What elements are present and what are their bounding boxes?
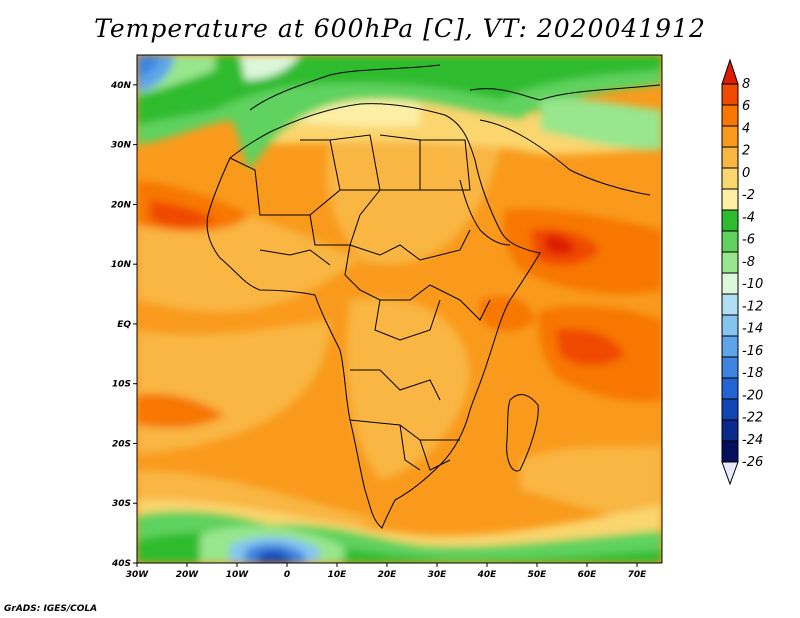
colorbar-top-arrow bbox=[721, 58, 739, 85]
lat-tick-label: 20S bbox=[112, 439, 131, 449]
colorbar-label: -10 bbox=[742, 277, 763, 292]
longitude-axis: 30W 20W 10W 0 10E 20E 30E 40E 50E 60E 70E bbox=[126, 563, 647, 580]
colorbar-swatch bbox=[721, 209, 739, 232]
coastlines bbox=[206, 64, 661, 529]
lat-tick-label: 30S bbox=[112, 499, 131, 509]
colorbar-swatch bbox=[721, 440, 739, 463]
lat-tick-label: 10S bbox=[112, 380, 131, 390]
colorbar-swatch bbox=[721, 230, 739, 253]
colorbar-label: -2 bbox=[742, 188, 755, 203]
colorbar-swatch bbox=[721, 293, 739, 316]
lon-tick-label: 50E bbox=[528, 570, 548, 580]
lat-tick-label: 10N bbox=[111, 260, 132, 270]
lat-tick-label: EQ bbox=[117, 320, 131, 330]
colorbar-swatch bbox=[721, 125, 739, 148]
lon-tick-label: 10E bbox=[328, 570, 348, 580]
lat-tick-label: 40S bbox=[111, 559, 131, 569]
colorbar-label: -20 bbox=[742, 388, 763, 403]
colorbar-swatch bbox=[721, 377, 739, 400]
lon-tick-label: 20E bbox=[378, 570, 398, 580]
lon-tick-label: 10W bbox=[226, 570, 250, 580]
colorbar-swatch bbox=[721, 314, 739, 337]
colorbar-label: -18 bbox=[742, 366, 763, 381]
lon-tick-label: 0 bbox=[284, 570, 290, 580]
colorbar-label: 0 bbox=[742, 166, 750, 181]
lon-tick-label: 60E bbox=[578, 570, 598, 580]
colorbar-label: -16 bbox=[742, 344, 763, 359]
colorbar-bottom-arrow bbox=[721, 461, 739, 486]
colorbar-swatch bbox=[721, 104, 739, 127]
plot-frame bbox=[136, 54, 663, 564]
lon-tick-label: 40E bbox=[477, 570, 498, 580]
colorbar-label: -6 bbox=[742, 233, 755, 248]
colorbar-swatch bbox=[721, 272, 739, 295]
colorbar-swatch bbox=[721, 356, 739, 379]
colorbar-swatch bbox=[721, 335, 739, 358]
lat-tick-label: 40N bbox=[110, 81, 132, 91]
colorbar-label: 8 bbox=[742, 77, 750, 92]
colorbar-label: -22 bbox=[742, 411, 763, 426]
colorbar-label: 2 bbox=[742, 144, 750, 159]
lon-tick-label: 30W bbox=[126, 570, 150, 580]
colorbar bbox=[721, 58, 739, 486]
colorbar-label: 6 bbox=[742, 99, 750, 114]
colorbar-label: -24 bbox=[742, 433, 763, 448]
colorbar-label: -26 bbox=[742, 455, 763, 470]
colorbar-swatch bbox=[721, 251, 739, 274]
colorbar-swatch bbox=[721, 419, 739, 442]
colorbar-label: -4 bbox=[742, 210, 755, 225]
lon-tick-label: 20W bbox=[176, 570, 200, 580]
colorbar-label: -14 bbox=[742, 322, 763, 337]
colorbar-label: -8 bbox=[742, 255, 755, 270]
latitude-axis: 40N 30N 20N 10N EQ 10S 20S 30S 40S bbox=[110, 81, 137, 569]
credit-text: GrADS: IGES/COLA bbox=[4, 604, 98, 614]
map-title: Temperature at 600hPa [C], VT: 202004191… bbox=[94, 14, 706, 43]
colorbar-swatch bbox=[721, 146, 739, 169]
colorbar-label: 4 bbox=[742, 121, 750, 136]
colorbar-labels: 8 6 4 2 0 -2 -4 -6 -8 -10 -12 -14 -16 -18 -20 -22 -24 -26 bbox=[742, 77, 763, 470]
colorbar-swatch bbox=[721, 398, 739, 421]
colorbar-swatch bbox=[721, 83, 739, 106]
lat-tick-label: 20N bbox=[111, 200, 132, 210]
lat-tick-label: 30N bbox=[111, 141, 132, 151]
temperature-field bbox=[137, 55, 662, 563]
colorbar-swatch bbox=[721, 167, 739, 190]
lon-tick-label: 30E bbox=[428, 570, 448, 580]
lon-tick-label: 70E bbox=[628, 570, 648, 580]
colorbar-label: -12 bbox=[742, 299, 763, 314]
colorbar-swatch bbox=[721, 188, 739, 211]
